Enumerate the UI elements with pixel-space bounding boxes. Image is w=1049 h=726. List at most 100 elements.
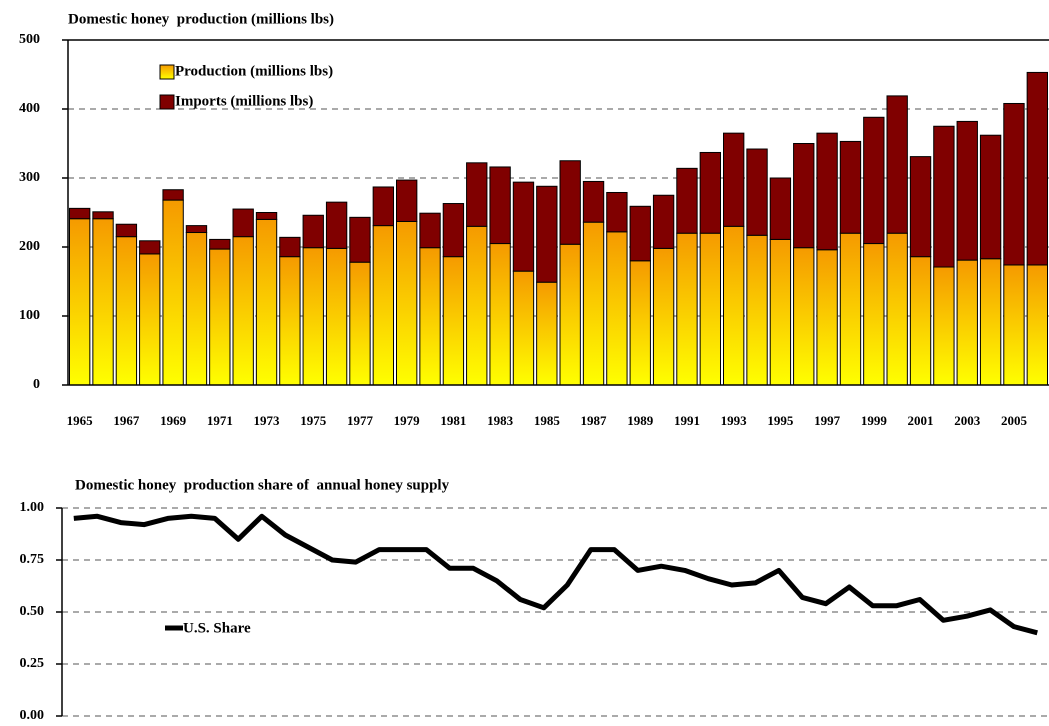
- bar: [185, 225, 208, 234]
- y-tick-label: 200: [19, 239, 40, 254]
- bar: [302, 247, 324, 386]
- legend-label: U.S. Share: [183, 620, 251, 636]
- bar: [582, 180, 605, 223]
- x-tick-label: 2003: [954, 413, 981, 428]
- bar: [419, 247, 441, 386]
- bar: [606, 191, 628, 233]
- x-tick-label: 1983: [487, 413, 514, 428]
- y-tick-label: 300: [19, 170, 40, 185]
- bar: [699, 151, 722, 234]
- bar: [536, 185, 558, 283]
- bar: [255, 218, 278, 386]
- y-tick-label: 0.25: [20, 656, 45, 671]
- bar: [185, 232, 208, 386]
- bar: [1026, 71, 1048, 266]
- y-tick-label: 0.00: [20, 708, 45, 723]
- bar: [302, 214, 324, 249]
- bar: [652, 194, 675, 249]
- x-tick-label: 1989: [627, 413, 654, 428]
- bar: [489, 166, 511, 245]
- bar: [886, 95, 908, 234]
- bar: [676, 232, 698, 386]
- bar: [325, 247, 348, 386]
- bar: [793, 247, 815, 386]
- legend-swatch: [159, 64, 175, 80]
- x-tick-label: 2001: [908, 413, 934, 428]
- bar: [442, 256, 465, 386]
- bar: [723, 225, 745, 386]
- bar: [255, 212, 278, 220]
- x-tick-label: 1971: [207, 413, 233, 428]
- bar: [419, 212, 441, 249]
- bar: [909, 256, 932, 386]
- bar: [582, 221, 605, 386]
- bar: [512, 181, 535, 272]
- bar: [746, 234, 768, 386]
- x-tick-label: 1979: [394, 413, 421, 428]
- bar: [769, 238, 792, 386]
- bar: [232, 208, 254, 238]
- bar: [232, 236, 254, 386]
- x-tick-label: 1977: [347, 413, 374, 428]
- y-tick-label: 0.75: [20, 552, 45, 567]
- bar: [512, 270, 535, 386]
- bar: [629, 260, 651, 386]
- x-tick-label: 1995: [767, 413, 794, 428]
- bar: [536, 281, 558, 386]
- x-tick-label: 1999: [861, 413, 888, 428]
- line: [73, 513, 1038, 636]
- bar: [886, 232, 908, 386]
- bar: [559, 243, 581, 386]
- bar: [396, 179, 418, 222]
- y-tick-label: 400: [19, 101, 40, 116]
- bar: [115, 236, 138, 386]
- bar: [723, 132, 745, 227]
- bar: [1003, 264, 1025, 386]
- bar: [92, 218, 114, 386]
- x-tick-label: 1967: [113, 413, 140, 428]
- bar: [863, 243, 885, 386]
- bar: [279, 256, 301, 386]
- bar: [559, 160, 581, 245]
- bar: [839, 232, 862, 386]
- bar: [769, 177, 792, 240]
- bar: [162, 189, 184, 201]
- bar: [372, 225, 394, 386]
- bar: [69, 218, 91, 386]
- bar: [325, 201, 348, 249]
- bar: [209, 248, 231, 386]
- x-tick-label: 1981: [440, 413, 466, 428]
- bar: [162, 199, 184, 386]
- bar: [466, 162, 488, 227]
- bar: [956, 259, 978, 386]
- bar: [139, 240, 161, 255]
- x-tick-label: 2005: [1001, 413, 1028, 428]
- bar: [839, 140, 862, 234]
- bar: [1026, 264, 1048, 386]
- y-tick-label: 1.00: [20, 500, 45, 515]
- bar: [793, 143, 815, 249]
- bar: [909, 156, 932, 258]
- bar: [652, 247, 675, 386]
- bar: [209, 238, 231, 250]
- bar: [69, 207, 91, 220]
- chart-title: Domestic honey production (millions lbs): [68, 11, 334, 27]
- x-tick-label: 1993: [721, 413, 748, 428]
- legend-swatch: [159, 94, 175, 110]
- x-tick-label: 1975: [300, 413, 327, 428]
- bar: [489, 243, 511, 386]
- x-tick-label: 1987: [581, 413, 608, 428]
- bar: [933, 125, 955, 268]
- bar: [279, 236, 301, 258]
- bar: [349, 261, 371, 386]
- bar: [699, 232, 722, 386]
- chart-title: Domestic honey production share of annua…: [75, 477, 450, 493]
- bar: [979, 258, 1002, 386]
- bar: [816, 132, 838, 251]
- x-tick-label: 1973: [254, 413, 281, 428]
- y-tick-label: 500: [19, 32, 40, 47]
- x-tick-label: 1997: [814, 413, 841, 428]
- bar: [676, 167, 698, 234]
- bar: [863, 116, 885, 245]
